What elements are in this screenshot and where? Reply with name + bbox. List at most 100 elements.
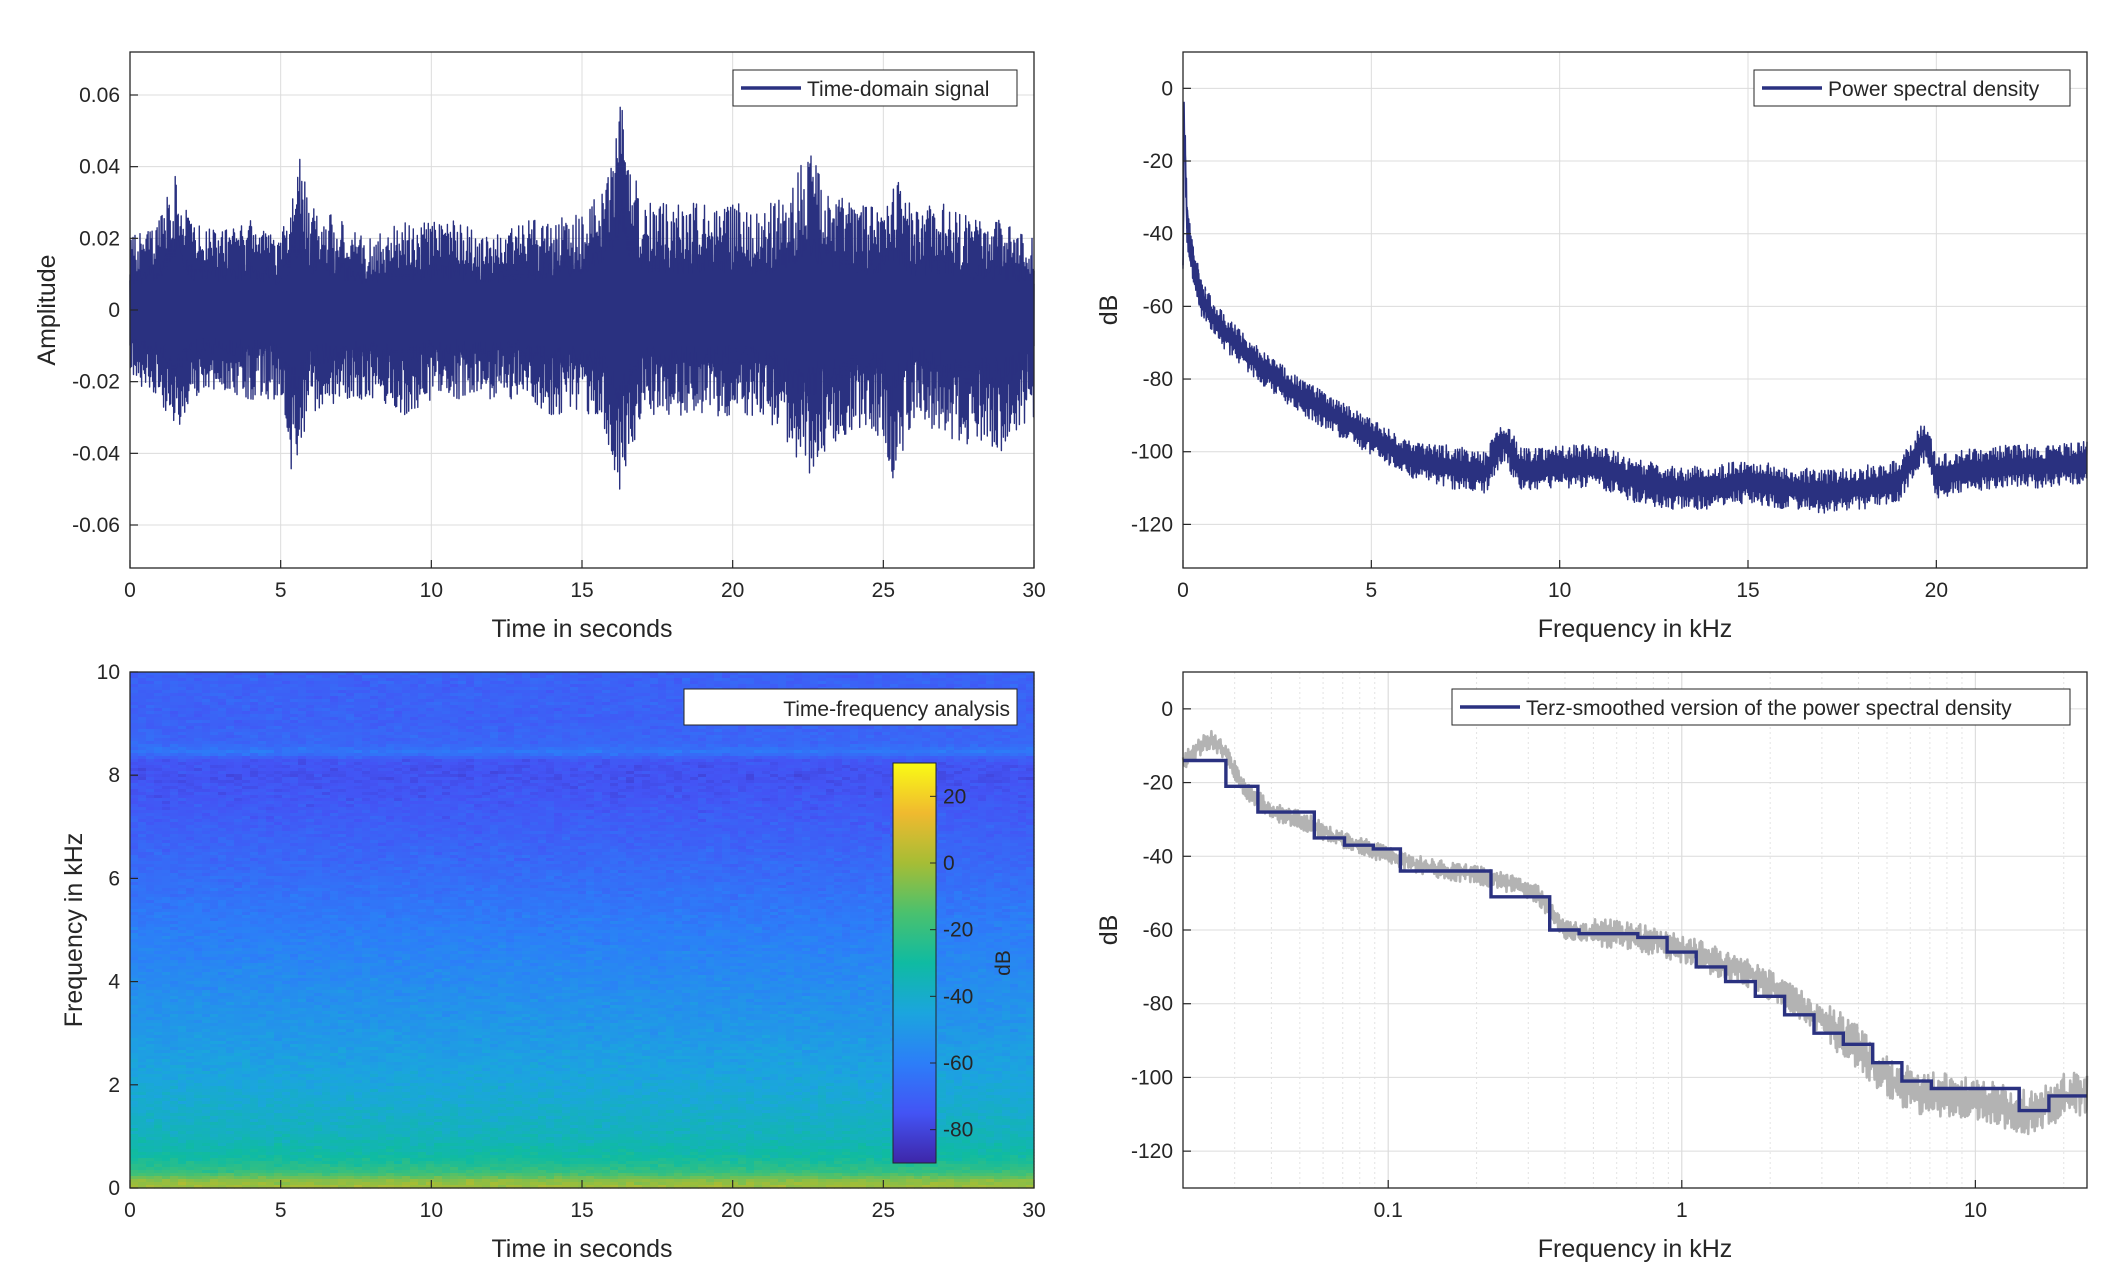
heatmap-cell — [458, 672, 467, 676]
heatmap-cell — [882, 678, 891, 682]
heatmap-cell — [178, 678, 187, 682]
heatmap-cell — [810, 675, 819, 679]
heatmap-cell — [946, 675, 955, 679]
heatmap-cell — [522, 681, 531, 685]
heatmap-cell — [730, 681, 739, 685]
heatmap-cell — [178, 672, 187, 676]
heatmap-cell — [794, 675, 803, 679]
heatmap-cell — [226, 681, 235, 685]
heatmap-cell — [842, 681, 851, 685]
heatmap-cell — [410, 681, 419, 685]
heatmap-cell — [730, 675, 739, 679]
heatmap-cell — [698, 681, 707, 685]
heatmap-cell — [978, 678, 987, 682]
heatmap-cell — [442, 675, 451, 679]
heatmap-cell — [210, 675, 219, 679]
heatmap-cell — [570, 672, 579, 676]
heatmap-cell — [922, 678, 931, 682]
heatmap-cell — [954, 672, 963, 676]
heatmap-cell — [794, 672, 803, 676]
heatmap-cell — [282, 678, 291, 682]
heatmap-cell — [482, 675, 491, 679]
heatmap-cell — [786, 678, 795, 682]
heatmap-cell — [474, 678, 483, 682]
heatmap-cell — [186, 678, 195, 682]
heatmap-cell — [450, 672, 459, 676]
heatmap-cell — [322, 672, 331, 676]
psd-panel: 0 5 10 15 20-120-100-80-60-40-200 Frequency … — [1095, 51, 2088, 643]
heatmap-cell — [698, 675, 707, 679]
heatmap-cell — [498, 678, 507, 682]
heatmap-cell — [906, 675, 915, 679]
heatmap-cell — [234, 681, 243, 685]
heatmap-cell — [482, 678, 491, 682]
heatmap-cell — [210, 672, 219, 676]
heatmap-cell — [610, 681, 619, 685]
heatmap-cell — [378, 678, 387, 682]
heatmap-cell — [642, 672, 651, 676]
heatmap-cell — [570, 681, 579, 685]
heatmap-cell — [330, 681, 339, 685]
y-tick-label: -80 — [1143, 368, 1173, 391]
heatmap-cell — [714, 681, 723, 685]
heatmap-cell — [306, 672, 315, 676]
heatmap-cell — [706, 675, 715, 679]
heatmap-cell — [250, 675, 259, 679]
x-tick-label: 25 — [872, 579, 895, 602]
heatmap-cell — [650, 675, 659, 679]
heatmap-cell — [922, 672, 931, 676]
heatmap-cell — [690, 672, 699, 676]
heatmap-cell — [730, 672, 739, 676]
heatmap-cell — [834, 678, 843, 682]
heatmap-cell — [778, 681, 787, 685]
heatmap-cell — [506, 678, 515, 682]
heatmap-cell — [874, 675, 883, 679]
heatmap-cell — [810, 672, 819, 676]
heatmap-cell — [914, 675, 923, 679]
heatmap-cell — [842, 675, 851, 679]
heatmap-cell — [986, 678, 995, 682]
heatmap-cell — [474, 681, 483, 685]
heatmap-cell — [818, 672, 827, 676]
heatmap-cell — [570, 675, 579, 679]
y-tick-label: -40 — [1143, 223, 1173, 246]
x-tick-label: 15 — [1736, 579, 1759, 602]
heatmap-cell — [658, 678, 667, 682]
heatmap-cell — [826, 681, 835, 685]
heatmap-cell — [914, 672, 923, 676]
heatmap-cell — [218, 672, 227, 676]
heatmap-cell — [266, 681, 275, 685]
x-axis-label: Time in seconds — [491, 615, 672, 643]
heatmap-cell — [474, 672, 483, 676]
heatmap-cell — [890, 678, 899, 682]
heatmap-cell — [714, 678, 723, 682]
heatmap-cell — [1018, 672, 1027, 676]
heatmap-cell — [130, 675, 139, 679]
heatmap-cell — [490, 678, 499, 682]
heatmap-cell — [378, 681, 387, 685]
heatmap-cell — [226, 672, 235, 676]
heatmap-cell — [794, 681, 803, 685]
heatmap-cell — [426, 672, 435, 676]
heatmap-cell — [258, 675, 267, 679]
heatmap-cell — [554, 681, 563, 685]
heatmap-cell — [682, 681, 691, 685]
heatmap-cell — [330, 675, 339, 679]
heatmap-cell — [658, 675, 667, 679]
heatmap-cell — [202, 678, 211, 682]
heatmap-cell — [170, 678, 179, 682]
heatmap-cell — [330, 678, 339, 682]
heatmap-cell — [802, 678, 811, 682]
heatmap-cell — [586, 675, 595, 679]
heatmap-cell — [674, 675, 683, 679]
heatmap-cell — [146, 675, 155, 679]
heatmap-cell — [258, 681, 267, 685]
heatmap-cell — [586, 678, 595, 682]
heatmap-cell — [346, 675, 355, 679]
heatmap-cell — [650, 672, 659, 676]
heatmap-cell — [386, 672, 395, 676]
heatmap-cell — [410, 672, 419, 676]
heatmap-cell — [858, 675, 867, 679]
heatmap-cell — [970, 672, 979, 676]
heatmap-cell — [490, 672, 499, 676]
